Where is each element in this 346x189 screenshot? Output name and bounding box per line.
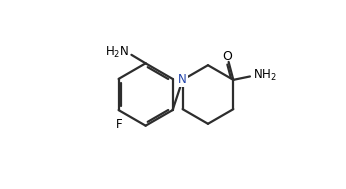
Text: NH$_2$: NH$_2$ bbox=[253, 68, 276, 83]
Text: O: O bbox=[223, 50, 233, 63]
Text: H$_2$N: H$_2$N bbox=[105, 45, 129, 60]
Text: F: F bbox=[116, 118, 122, 131]
Text: N: N bbox=[178, 73, 187, 86]
